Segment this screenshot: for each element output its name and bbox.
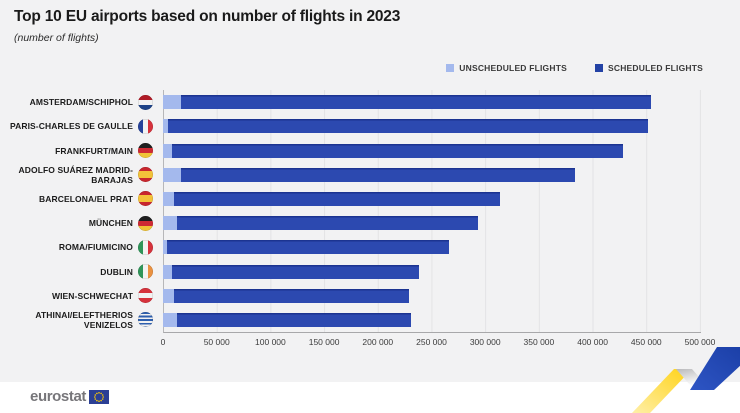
bar-scheduled — [176, 216, 478, 231]
chart-row: WIEN-SCHWECHAT — [0, 284, 700, 308]
x-tick-label: 200 000 — [362, 337, 394, 347]
x-tick-label: 300 000 — [469, 337, 501, 347]
x-tick-label: 50 000 — [203, 337, 230, 347]
bar-scheduled — [171, 143, 623, 158]
chart-row: DUBLIN — [0, 259, 700, 283]
x-tick-label: 100 000 — [255, 337, 286, 347]
chart-row: PARIS-CHARLES DE GAULLE — [0, 114, 700, 138]
bar-track — [163, 240, 700, 255]
bar-scheduled — [167, 240, 449, 255]
x-tick-label: 250 000 — [416, 337, 447, 347]
country-flag-ie-icon — [138, 264, 153, 280]
chart-row: FRANKFURT/MAIN — [0, 138, 700, 162]
country-flag-de-icon — [138, 215, 153, 231]
unscheduled-swatch-icon — [446, 64, 455, 72]
bar-unscheduled — [163, 240, 168, 255]
x-tick-label: 150 000 — [308, 337, 340, 347]
footer-bar — [0, 382, 740, 413]
country-flag-de-icon — [138, 143, 153, 158]
bar-unscheduled — [163, 312, 177, 327]
airport-label: BARCELONA/EL PRAT — [39, 193, 133, 204]
bar-unscheduled — [163, 167, 182, 182]
x-tick-label: 350 000 — [523, 337, 555, 347]
page-subtitle: (number of flights) — [14, 32, 99, 44]
airport-label: MÜNCHEN — [88, 218, 133, 229]
legend-item-scheduled: SCHEDULED FLIGHTS — [594, 63, 703, 73]
bar-track — [163, 119, 700, 134]
bar-track — [163, 143, 700, 158]
country-flag-at-icon — [138, 288, 153, 304]
chart-legend: UNSCHEDULED FLIGHTS SCHEDULED FLIGHTS — [446, 63, 703, 73]
eurostat-logo-text: eurostat — [30, 388, 86, 405]
bar-track — [163, 288, 700, 303]
chart-row: ATHINAI/ELEFTHERIOS VENIZELOS — [0, 308, 700, 332]
country-flag-nl-icon — [138, 94, 153, 110]
chart-row: AMSTERDAM/SCHIPHOL — [0, 90, 700, 114]
bar-unscheduled — [163, 264, 172, 279]
bar-scheduled — [173, 191, 501, 206]
bar-scheduled — [176, 312, 412, 327]
bar-scheduled — [181, 95, 651, 110]
country-flag-es-icon — [138, 191, 153, 207]
bar-scheduled — [168, 119, 649, 134]
scheduled-swatch-icon — [594, 64, 603, 72]
legend-label: UNSCHEDULED FLIGHTS — [459, 63, 567, 73]
x-tick-label: 500 000 — [684, 337, 716, 347]
bar-track — [163, 191, 700, 206]
bar-track — [163, 95, 700, 110]
bar-unscheduled — [163, 119, 169, 134]
legend-item-unscheduled: UNSCHEDULED FLIGHTS — [446, 63, 567, 73]
x-axis-ticks: 0 50 000 100 000 150 000 200 000 250 000 300 0… — [160, 337, 716, 349]
country-flag-it-icon — [138, 239, 153, 255]
airport-label: ROMA/FIUMICINO — [58, 242, 133, 253]
airport-label: AMSTERDAM/SCHIPHOL — [29, 97, 133, 108]
chart-row: ROMA/FIUMICINO — [0, 235, 700, 259]
country-flag-gr-icon — [138, 312, 153, 328]
page-title: Top 10 EU airports based on number of fl… — [14, 8, 401, 25]
chart-rows: AMSTERDAM/SCHIPHOL PARIS-CHARLES DE GAUL… — [0, 90, 700, 332]
bar-track — [163, 312, 700, 327]
airport-label: PARIS-CHARLES DE GAULLE — [9, 121, 133, 132]
airport-label: DUBLIN — [100, 266, 133, 277]
bar-unscheduled — [163, 288, 174, 303]
bar-scheduled — [171, 264, 419, 279]
x-tick-label: 450 000 — [630, 337, 662, 347]
bar-scheduled — [181, 167, 576, 182]
chart-row: ADOLFO SUÁREZ MADRID-BARAJAS — [0, 163, 700, 187]
x-tick-label: 0 — [160, 337, 166, 347]
bar-unscheduled — [163, 216, 177, 231]
x-tick-label: 400 000 — [577, 337, 608, 347]
bar-scheduled — [173, 288, 409, 303]
bar-track — [163, 216, 700, 231]
airport-label: WIEN-SCHWECHAT — [51, 290, 133, 301]
legend-label: SCHEDULED FLIGHTS — [607, 63, 703, 73]
bar-track — [163, 264, 700, 279]
eurostat-logo: eurostat — [30, 388, 109, 405]
eu-flag-icon — [88, 389, 109, 404]
bar-unscheduled — [163, 191, 174, 206]
country-flag-es-icon — [138, 167, 153, 183]
bar-track — [163, 167, 700, 182]
chart-row: BARCELONA/EL PRAT — [0, 187, 700, 211]
airport-label: ADOLFO SUÁREZ MADRID-BARAJAS — [18, 164, 133, 185]
airport-label: FRANKFURT/MAIN — [55, 145, 133, 156]
eurostat-arrow-motif-icon — [632, 347, 740, 413]
chart-row: MÜNCHEN — [0, 211, 700, 235]
bar-unscheduled — [163, 143, 172, 158]
bar-unscheduled — [163, 95, 182, 110]
airport-label: ATHINAI/ELEFTHERIOS VENIZELOS — [35, 309, 133, 330]
country-flag-fr-icon — [138, 118, 153, 134]
